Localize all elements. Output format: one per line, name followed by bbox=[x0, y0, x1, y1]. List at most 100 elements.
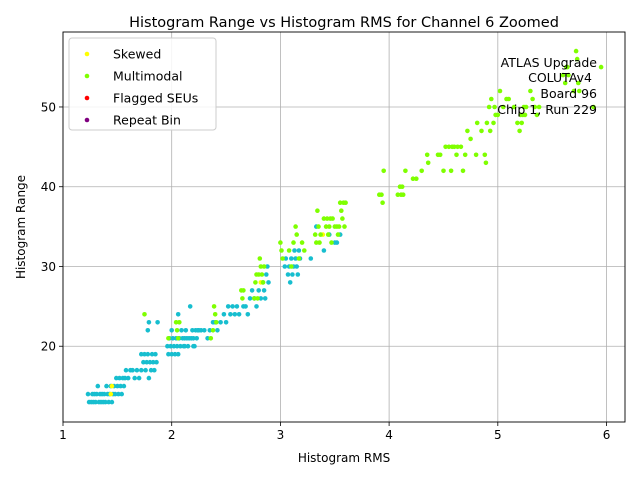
data-point-normal bbox=[170, 336, 176, 341]
data-point-normal bbox=[121, 383, 127, 389]
data-point-multimodal bbox=[448, 168, 454, 174]
data-point-multimodal bbox=[321, 216, 327, 221]
data-point-multimodal bbox=[278, 240, 283, 245]
data-point-multimodal bbox=[495, 112, 501, 118]
data-point-multimodal bbox=[530, 96, 535, 102]
x-tick-label: 4 bbox=[385, 428, 393, 442]
data-point-normal bbox=[119, 391, 124, 397]
y-tick-label: 30 bbox=[41, 260, 56, 274]
data-point-normal bbox=[190, 328, 195, 333]
data-point-normal bbox=[230, 304, 235, 309]
data-point-multimodal bbox=[465, 128, 470, 134]
data-point-multimodal bbox=[517, 128, 522, 134]
data-point-normal bbox=[117, 375, 122, 381]
data-point-multimodal bbox=[458, 144, 464, 150]
data-point-normal bbox=[112, 391, 118, 397]
annotation-line: COLUTAv4 bbox=[528, 70, 592, 85]
y-tick-label: 40 bbox=[41, 180, 56, 194]
data-point-multimodal bbox=[312, 232, 318, 237]
data-point-multimodal bbox=[395, 192, 401, 197]
data-point-multimodal bbox=[293, 224, 298, 229]
data-point-normal bbox=[139, 351, 144, 357]
data-point-normal bbox=[179, 328, 184, 333]
data-point-normal bbox=[202, 328, 207, 333]
data-point-multimodal bbox=[212, 312, 218, 317]
data-point-normal bbox=[289, 256, 294, 261]
data-point-multimodal bbox=[489, 96, 494, 102]
data-point-normal bbox=[282, 264, 288, 269]
data-point-normal bbox=[292, 248, 297, 253]
data-point-multimodal bbox=[343, 200, 348, 205]
data-point-multimodal bbox=[208, 336, 214, 341]
data-point-normal bbox=[125, 375, 131, 381]
y-tick-label: 20 bbox=[41, 340, 56, 354]
data-point-multimodal bbox=[560, 72, 566, 78]
data-point-multimodal bbox=[483, 160, 489, 166]
data-point-normal bbox=[321, 248, 327, 253]
y-axis-label: Histogram Range bbox=[14, 175, 28, 279]
data-point-normal bbox=[171, 343, 177, 349]
data-point-normal bbox=[228, 312, 233, 317]
data-point-normal bbox=[191, 343, 196, 349]
data-point-normal bbox=[191, 336, 196, 341]
x-tick-label: 1 bbox=[59, 428, 67, 442]
data-point-multimodal bbox=[381, 168, 387, 174]
data-point-multimodal bbox=[315, 208, 320, 213]
data-point-multimodal bbox=[419, 168, 425, 174]
data-point-multimodal bbox=[576, 80, 581, 86]
data-point-normal bbox=[172, 351, 178, 357]
data-point-multimodal bbox=[296, 256, 302, 261]
data-point-multimodal bbox=[256, 272, 262, 277]
legend-label: Repeat Bin bbox=[113, 113, 181, 128]
data-point-multimodal bbox=[324, 216, 330, 221]
data-point-normal bbox=[146, 320, 152, 325]
data-point-multimodal bbox=[337, 200, 343, 205]
data-point-multimodal bbox=[534, 112, 540, 118]
data-point-multimodal bbox=[339, 208, 344, 213]
data-point-multimodal bbox=[323, 224, 329, 229]
data-point-normal bbox=[147, 359, 153, 365]
data-point-multimodal bbox=[329, 240, 334, 245]
data-point-normal bbox=[122, 375, 128, 381]
data-point-normal bbox=[169, 328, 174, 333]
data-point-multimodal bbox=[289, 264, 294, 269]
data-point-normal bbox=[132, 375, 137, 381]
data-point-multimodal bbox=[536, 104, 542, 110]
data-point-normal bbox=[104, 383, 109, 389]
data-point-normal bbox=[258, 296, 264, 301]
data-point-normal bbox=[185, 343, 191, 349]
data-point-multimodal bbox=[177, 320, 182, 325]
data-point-normal bbox=[266, 280, 271, 285]
data-point-multimodal bbox=[486, 104, 492, 110]
data-point-multimodal bbox=[487, 128, 493, 134]
data-point-multimodal bbox=[280, 256, 285, 261]
data-point-normal bbox=[93, 399, 98, 405]
data-point-normal bbox=[165, 343, 170, 349]
data-point-multimodal bbox=[443, 144, 448, 150]
data-point-multimodal bbox=[379, 192, 384, 197]
data-point-normal bbox=[95, 383, 101, 389]
data-point-normal bbox=[294, 264, 300, 269]
data-point-normal bbox=[225, 304, 231, 309]
data-point-multimodal bbox=[446, 144, 452, 150]
data-point-multimodal bbox=[506, 96, 512, 102]
data-point-multimodal bbox=[174, 328, 180, 333]
data-point-normal bbox=[169, 351, 174, 357]
data-point-normal bbox=[287, 280, 293, 285]
grid bbox=[62, 32, 625, 422]
data-point-normal bbox=[236, 312, 242, 317]
data-point-normal bbox=[249, 288, 255, 293]
data-point-multimodal bbox=[335, 232, 341, 237]
data-point-multimodal bbox=[240, 296, 245, 301]
data-point-multimodal bbox=[591, 104, 596, 110]
data-point-multimodal bbox=[260, 280, 266, 285]
data-point-normal bbox=[139, 367, 144, 373]
data-point-multimodal bbox=[399, 184, 405, 189]
data-point-normal bbox=[175, 312, 181, 317]
data-point-normal bbox=[168, 343, 173, 349]
data-point-multimodal bbox=[454, 152, 459, 158]
x-axis-label: Histogram RMS bbox=[298, 451, 390, 465]
data-point-normal bbox=[114, 375, 119, 381]
data-point-normal bbox=[265, 264, 270, 269]
